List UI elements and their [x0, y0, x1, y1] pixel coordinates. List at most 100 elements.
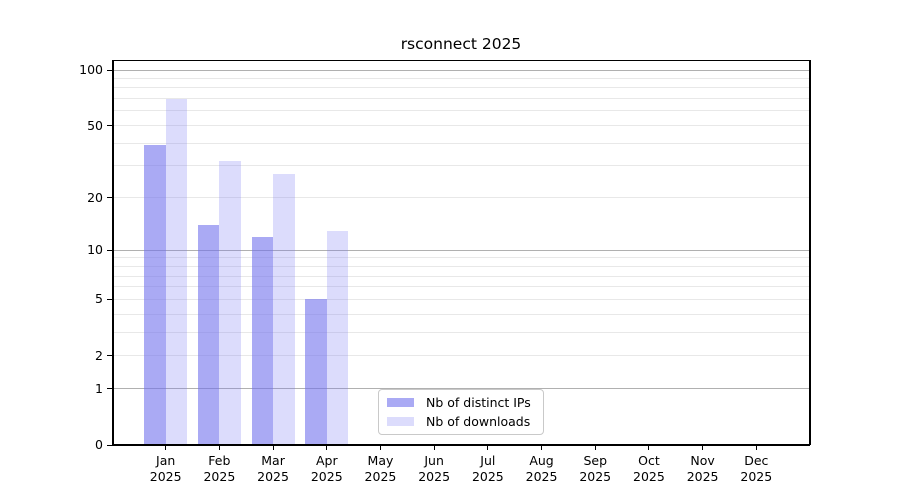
legend-swatch-downloads [387, 417, 414, 426]
x-tick-year: 2025 [686, 468, 719, 484]
legend-label-distinct-ips: Nb of distinct IPs [426, 395, 531, 410]
gridline-minor [113, 197, 809, 199]
gridline-minor [113, 125, 809, 127]
bar-distinct-ips [144, 145, 166, 445]
x-tick-year: 2025 [471, 468, 504, 484]
x-tick-month: May [367, 453, 394, 468]
gridline-minor [113, 77, 809, 79]
x-tick-year: 2025 [149, 468, 182, 484]
gridline-minor [113, 275, 809, 277]
bar-distinct-ips [305, 299, 327, 445]
bar-distinct-ips [197, 225, 220, 445]
x-tick-mark [541, 445, 543, 450]
bar-downloads [219, 160, 241, 445]
gridline-major [113, 249, 809, 251]
gridline-minor [113, 298, 809, 300]
gridline-major [113, 388, 809, 390]
gridline-minor [113, 98, 809, 100]
gridline-minor [113, 355, 809, 357]
bar-distinct-ips [251, 236, 274, 445]
x-tick-mark [165, 445, 167, 450]
y-tick-label: 0 [95, 437, 103, 452]
x-tick-mark [326, 445, 328, 450]
plot-spine-top [112, 60, 810, 61]
gridline-minor [113, 87, 809, 89]
x-tick-month: Sep [583, 453, 607, 468]
gridline-minor [113, 313, 809, 315]
y-tick-mark [107, 197, 112, 199]
gridline-minor [113, 331, 809, 333]
gridline-minor [113, 142, 809, 144]
y-tick-label: 5 [95, 291, 103, 307]
x-tick-month: Dec [744, 453, 769, 468]
x-tick-year: 2025 [633, 468, 665, 484]
plot-spine-bottom [112, 444, 810, 446]
gridline-minor [113, 265, 809, 267]
bar-downloads [273, 174, 295, 445]
x-tick-label: Feb 2025 [191, 453, 247, 484]
y-tick-mark [107, 388, 112, 390]
x-tick-year: 2025 [257, 468, 289, 484]
y-tick-mark [107, 125, 112, 127]
x-tick-month: Jan [156, 453, 176, 468]
gridline-minor [113, 110, 809, 112]
x-tick-year: 2025 [203, 468, 236, 484]
x-tick-mark [755, 445, 757, 450]
x-tick-label: Nov 2025 [675, 453, 731, 484]
plot-spine-right [809, 60, 811, 445]
x-tick-label: Oct 2025 [621, 453, 677, 484]
x-tick-month: Mar [261, 453, 285, 468]
x-tick-label: May 2025 [352, 453, 408, 484]
x-tick-mark [487, 445, 489, 450]
x-tick-month: Nov [690, 453, 715, 468]
x-tick-mark [218, 445, 220, 450]
x-tick-year: 2025 [310, 468, 343, 484]
x-tick-label: Mar 2025 [245, 453, 301, 484]
y-tick-mark [107, 444, 112, 446]
x-tick-mark [648, 445, 650, 450]
y-tick-label: 50 [87, 117, 103, 133]
legend-label-downloads: Nb of downloads [426, 414, 531, 429]
x-tick-label: Jan 2025 [138, 453, 194, 484]
x-tick-label: Jul 2025 [460, 453, 516, 484]
gridline-minor [113, 257, 809, 259]
x-tick-month: Aug [529, 453, 554, 468]
x-tick-month: Jun [424, 453, 444, 468]
legend: Nb of distinct IPs Nb of downloads [378, 389, 544, 435]
bar-downloads [165, 98, 188, 445]
gridline-major [113, 69, 809, 71]
x-tick-mark [594, 445, 596, 450]
x-tick-year: 2025 [418, 468, 451, 484]
x-tick-mark [379, 445, 381, 450]
y-tick-mark [107, 355, 112, 357]
x-tick-year: 2025 [364, 468, 397, 484]
x-tick-label: Sep 2025 [567, 453, 623, 484]
gridline-minor [113, 165, 809, 167]
x-tick-month: Jul [480, 453, 496, 468]
y-tick-label: 100 [79, 62, 103, 77]
x-tick-mark [433, 445, 435, 450]
x-tick-label: Aug 2025 [514, 453, 570, 484]
y-tick-mark [107, 298, 112, 300]
x-tick-label: Jun 2025 [406, 453, 462, 484]
legend-entry-distinct-ips: Nb of distinct IPs [387, 395, 535, 410]
legend-entry-downloads: Nb of downloads [387, 414, 535, 429]
x-tick-month: Oct [638, 453, 660, 468]
plot-spine-left [112, 60, 114, 445]
gridline-minor [113, 286, 809, 288]
y-tick-label: 2 [95, 347, 103, 363]
x-tick-mark [702, 445, 704, 450]
y-tick-label: 1 [95, 380, 103, 396]
x-tick-label: Dec 2025 [728, 453, 784, 484]
bar-downloads [326, 230, 349, 445]
chart-title: rsconnect 2025 [400, 35, 522, 53]
x-tick-year: 2025 [525, 468, 558, 484]
legend-swatch-distinct-ips [387, 398, 414, 407]
x-tick-month: Feb [208, 453, 231, 468]
y-tick-label: 10 [87, 242, 103, 258]
x-tick-label: Apr 2025 [299, 453, 355, 484]
y-tick-mark [107, 69, 112, 71]
x-tick-mark [272, 445, 274, 450]
y-tick-mark [107, 249, 112, 251]
